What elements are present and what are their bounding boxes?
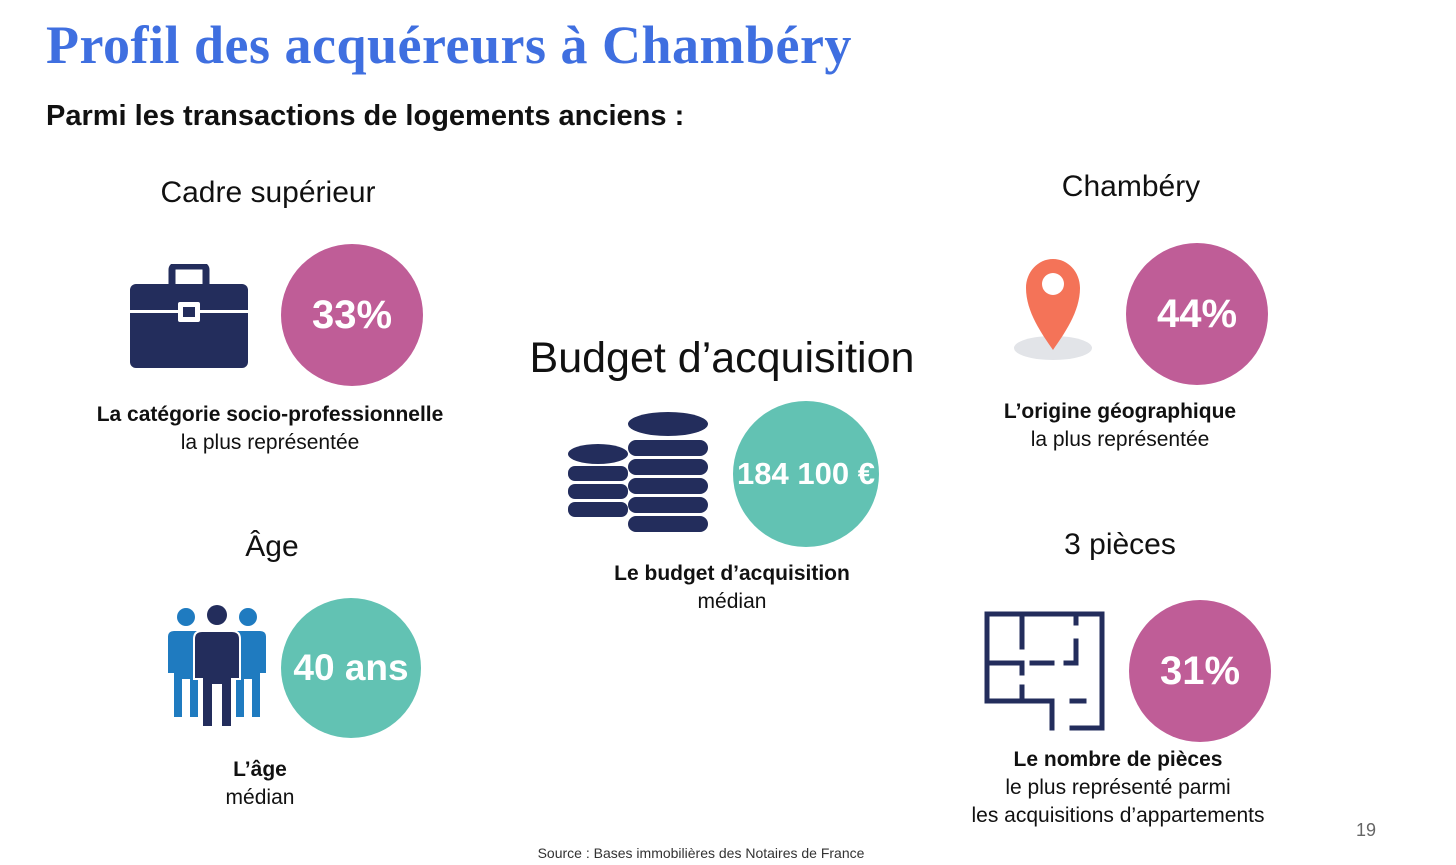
- budget-value-circle: 184 100 €: [733, 401, 879, 547]
- csp-desc-bold: La catégorie socio-professionnelle: [96, 403, 444, 426]
- rooms-desc-line-1: le plus représenté parmi: [1005, 776, 1231, 799]
- rooms-description: Le nombre de pièces le plus représenté p…: [940, 746, 1296, 830]
- age-heading: Âge: [245, 530, 299, 563]
- people-icon: [168, 605, 266, 728]
- page-number: 19: [1356, 820, 1377, 840]
- origin-desc-line: la plus représentée: [1030, 428, 1210, 451]
- rooms-heading: 3 pièces: [1064, 528, 1176, 561]
- budget-heading: Budget d’acquisition: [529, 334, 915, 382]
- rooms-desc-bold: Le nombre de pièces: [1013, 748, 1223, 771]
- age-desc-bold: L’âge: [233, 758, 287, 781]
- origin-value-circle: 44%: [1126, 243, 1268, 385]
- source-note: Source : Bases immobilières des Notaires…: [537, 845, 865, 861]
- rooms-desc-line-2: les acquisitions d’appartements: [971, 804, 1265, 827]
- csp-heading: Cadre supérieur: [160, 176, 376, 209]
- origin-description: L’origine géographique la plus représent…: [970, 398, 1270, 454]
- budget-desc-line: médian: [697, 590, 767, 613]
- csp-desc-line: la plus représentée: [180, 431, 360, 454]
- floorplan-icon: [984, 611, 1105, 731]
- map-pin-icon: [1014, 259, 1092, 360]
- page-subtitle: Parmi les transactions de logements anci…: [46, 100, 685, 132]
- origin-heading: Chambéry: [1061, 170, 1201, 203]
- page-title: Profil des acquéreurs à Chambéry: [46, 15, 852, 75]
- budget-desc-bold: Le budget d’acquisition: [614, 562, 850, 585]
- age-desc-line: médian: [225, 786, 295, 809]
- rooms-value-circle: 31%: [1129, 600, 1271, 742]
- age-value-circle: 40 ans: [281, 598, 421, 738]
- briefcase-icon: [130, 264, 248, 368]
- budget-description: Le budget d’acquisition médian: [582, 560, 882, 616]
- age-description: L’âge médian: [160, 756, 360, 812]
- csp-value-circle: 33%: [281, 244, 423, 386]
- origin-desc-bold: L’origine géographique: [1003, 400, 1237, 423]
- csp-description: La catégorie socio-professionnelle la pl…: [70, 401, 470, 457]
- coins-icon: [568, 412, 708, 532]
